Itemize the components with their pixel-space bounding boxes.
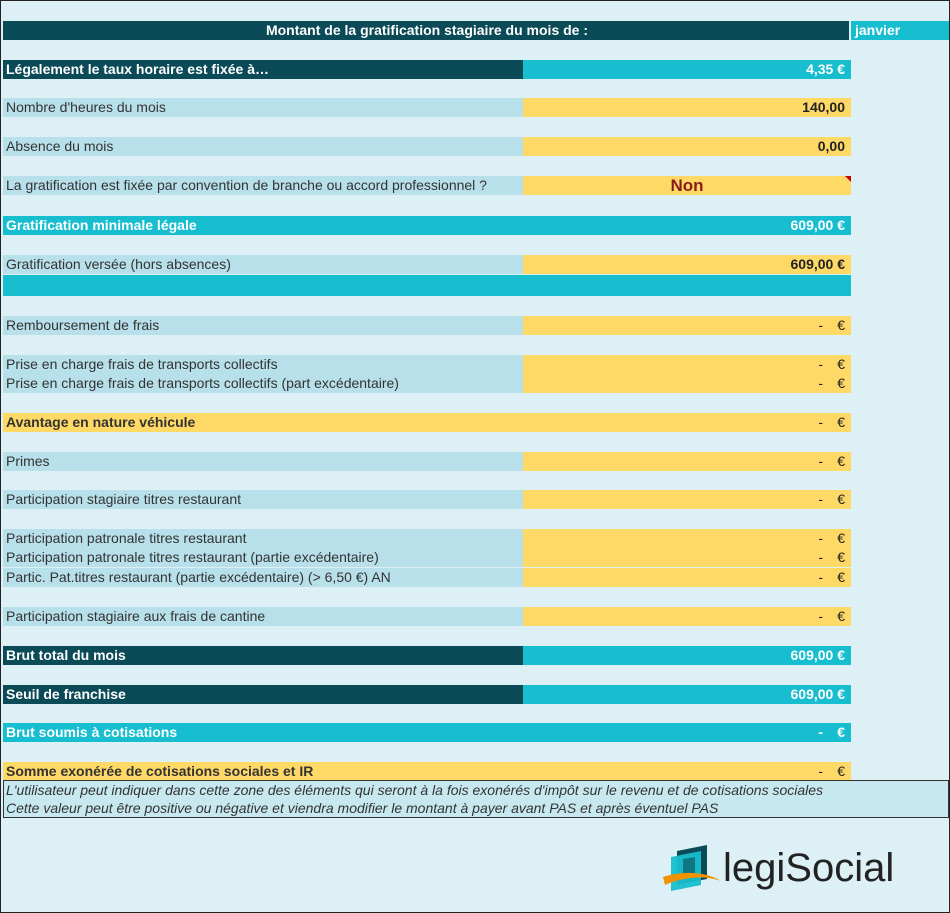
transports-exc-label: Prise en charge frais de transports coll… bbox=[3, 374, 523, 393]
tr-stagiaire-input[interactable]: - € bbox=[523, 490, 851, 509]
frais-input[interactable]: - € bbox=[523, 316, 851, 335]
note-line-2: Cette valeur peut être positive ou négat… bbox=[6, 800, 719, 816]
cantine-label: Participation stagiaire aux frais de can… bbox=[3, 607, 523, 626]
brut-soumis-label: Brut soumis à cotisations bbox=[3, 723, 523, 742]
convention-label: La gratification est fixée par conventio… bbox=[3, 176, 523, 195]
convention-value: Non bbox=[670, 176, 704, 195]
vehicule-label: Avantage en nature véhicule bbox=[3, 413, 523, 432]
logo-wordmark: legiSocial bbox=[723, 846, 895, 890]
minimale-label: Gratification minimale légale bbox=[3, 216, 523, 235]
brut-soumis-value: - € bbox=[523, 723, 851, 742]
somme-exo-input[interactable]: - € bbox=[523, 762, 851, 781]
absence-input[interactable]: 0,00 bbox=[523, 137, 851, 156]
title-bar: Montant de la gratification stagiaire du… bbox=[3, 21, 849, 40]
heures-input[interactable]: 140,00 bbox=[523, 98, 851, 117]
cantine-input[interactable]: - € bbox=[523, 607, 851, 626]
convention-select[interactable]: Non bbox=[523, 176, 851, 195]
primes-input[interactable]: - € bbox=[523, 452, 851, 471]
info-note: L'utilisateur peut indiquer dans cette z… bbox=[3, 780, 949, 818]
tr-patronale-exc-input[interactable]: - € bbox=[523, 548, 851, 567]
tr-partic-an-input[interactable]: - € bbox=[523, 568, 851, 587]
vehicule-input[interactable]: - € bbox=[523, 413, 851, 432]
versee-value[interactable]: 609,00 € bbox=[523, 255, 851, 274]
seuil-value: 609,00 € bbox=[523, 685, 851, 704]
tr-partic-an-label: Partic. Pat.titres restaurant (partie ex… bbox=[3, 568, 523, 587]
legisocial-logo: legiSocial bbox=[661, 841, 921, 897]
somme-exo-label: Somme exonérée de cotisations sociales e… bbox=[3, 762, 523, 781]
transports-input[interactable]: - € bbox=[523, 355, 851, 374]
versee-label: Gratification versée (hors absences) bbox=[3, 255, 523, 274]
transports-exc-input[interactable]: - € bbox=[523, 374, 851, 393]
tr-patronale-input[interactable]: - € bbox=[523, 529, 851, 548]
legisocial-emblem-icon bbox=[663, 845, 721, 891]
seuil-label: Seuil de franchise bbox=[3, 685, 523, 704]
frais-label: Remboursement de frais bbox=[3, 316, 523, 335]
primes-label: Primes bbox=[3, 452, 523, 471]
tr-patronale-exc-label: Participation patronale titres restauran… bbox=[3, 548, 523, 567]
comment-indicator-icon bbox=[845, 176, 851, 182]
tr-patronale-label: Participation patronale titres restauran… bbox=[3, 529, 523, 548]
transports-label: Prise en charge frais de transports coll… bbox=[3, 355, 523, 374]
brut-total-value: 609,00 € bbox=[523, 646, 851, 665]
tr-stagiaire-label: Participation stagiaire titres restauran… bbox=[3, 490, 523, 509]
absence-label: Absence du mois bbox=[3, 137, 523, 156]
minimale-value: 609,00 € bbox=[523, 216, 851, 235]
note-line-1: L'utilisateur peut indiquer dans cette z… bbox=[6, 782, 824, 798]
section-divider bbox=[3, 275, 851, 296]
page-title: Montant de la gratification stagiaire du… bbox=[265, 22, 589, 38]
brut-total-label: Brut total du mois bbox=[3, 646, 523, 665]
month-cell[interactable]: janvier bbox=[851, 21, 949, 40]
taux-label: Légalement le taux horaire est fixée à… bbox=[3, 60, 523, 79]
taux-value: 4,35 € bbox=[523, 60, 851, 79]
heures-label: Nombre d'heures du mois bbox=[3, 98, 523, 117]
